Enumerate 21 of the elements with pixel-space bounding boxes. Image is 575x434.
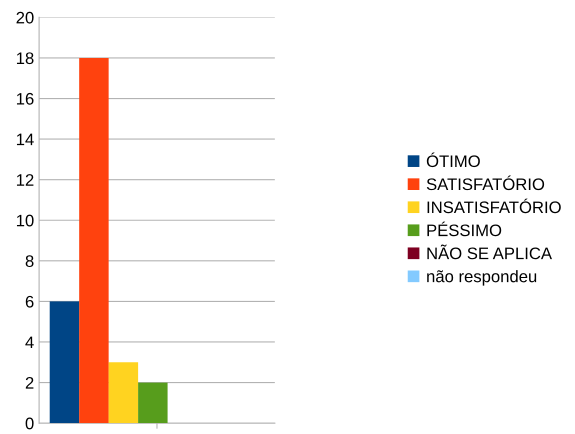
y-tick-label: 18 [16,52,34,64]
y-tick-label: 8 [26,255,34,268]
legend-label: não respondeu [427,270,536,286]
y-tick-label: 12 [16,174,34,186]
y-tick-label: 2 [26,376,34,389]
y-tick-label: 4 [25,336,34,348]
y-tick-label: 6 [26,296,34,308]
bar [108,362,138,424]
y-tick-label: 20 [16,12,34,24]
legend-label: PÉSSIMO [427,222,502,236]
bar [79,58,109,424]
legend-label: NÃO SE APLICA [427,244,552,260]
legend-label: SATISFATÓRIO [426,176,544,190]
y-tick-label: 14 [16,134,34,146]
y-tick-label: 10 [16,214,34,226]
legend-label: ÓTIMO [426,152,480,168]
legend-label: INSATISFATÓRIO [428,198,561,214]
bar [138,382,168,424]
y-tick-label: 16 [16,92,34,105]
bar [50,301,80,424]
y-tick-label: 0 [26,418,34,430]
